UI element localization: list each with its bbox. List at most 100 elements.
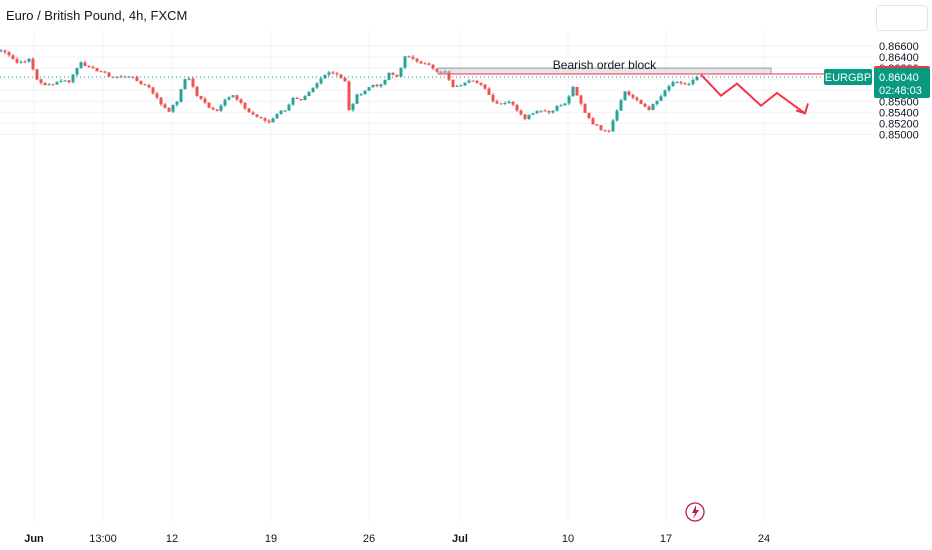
candle-body — [379, 84, 383, 87]
candle-body — [483, 84, 487, 89]
candle-body — [255, 114, 259, 117]
candle-body — [671, 82, 675, 87]
candle-body — [623, 91, 627, 101]
candle-body — [563, 103, 567, 106]
chart-options-button[interactable] — [876, 5, 928, 31]
candle-body — [611, 120, 615, 132]
candle-body — [491, 94, 495, 102]
candle-body — [187, 78, 191, 80]
candle-body — [123, 76, 127, 78]
candle-body — [223, 99, 227, 106]
candle-body — [455, 85, 459, 87]
candle-body — [431, 64, 435, 69]
candle-body — [43, 83, 47, 86]
candle-body — [239, 99, 243, 103]
candle-body — [567, 96, 571, 104]
candle-body — [23, 61, 27, 63]
candle-body — [291, 97, 295, 105]
candle-body — [679, 81, 683, 84]
candle-body — [7, 52, 11, 56]
candle-body — [179, 89, 183, 102]
candle-body — [3, 50, 7, 53]
candle-body — [203, 98, 207, 103]
candle-body — [107, 72, 111, 77]
candle-body — [83, 62, 87, 66]
candle-body — [11, 55, 15, 60]
annotations: Bearish order block — [0, 58, 872, 522]
candle-body — [327, 72, 331, 75]
candle-body — [347, 81, 351, 111]
candle-body — [639, 99, 643, 104]
order-block-label: Bearish order block — [553, 58, 657, 72]
candle-body — [583, 103, 587, 113]
candle-body — [411, 56, 415, 59]
y-tick-label: 0.85400 — [879, 107, 919, 119]
candle-body — [359, 94, 363, 96]
candle-body — [311, 87, 315, 93]
candle-body — [103, 71, 107, 73]
candle-body — [543, 110, 547, 112]
candle-body — [395, 74, 399, 77]
candle-body — [135, 77, 139, 82]
candle-body — [503, 103, 507, 105]
candle-body — [99, 71, 103, 73]
candle-body — [139, 81, 143, 85]
countdown-label: 02:48:03 — [879, 85, 922, 97]
candle-body — [283, 110, 287, 112]
candle-body — [591, 118, 595, 125]
x-tick-label: 26 — [363, 533, 375, 545]
candle-body — [487, 88, 491, 95]
candle-body — [71, 74, 75, 83]
candle-body — [167, 107, 171, 112]
candle-body — [535, 111, 539, 114]
candle-body — [371, 84, 375, 88]
candle-body — [271, 118, 275, 123]
candle-body — [295, 97, 299, 99]
candle-body — [527, 114, 531, 120]
candle-body — [299, 98, 303, 101]
candle-body — [443, 71, 447, 73]
candle-body — [599, 125, 603, 130]
candle-body — [631, 94, 635, 98]
candle-body — [155, 93, 159, 98]
candle-body — [423, 63, 427, 65]
candle-body — [251, 112, 255, 115]
candle-body — [427, 63, 431, 65]
candle-body — [627, 91, 631, 95]
candle-body — [547, 110, 551, 113]
candle-body — [51, 84, 55, 86]
candle-body — [339, 74, 343, 79]
candle-body — [559, 105, 563, 107]
candle-body — [507, 101, 511, 104]
candle-body — [523, 114, 527, 120]
candle-body — [683, 83, 687, 85]
candle-body — [75, 68, 79, 75]
projection-path — [700, 74, 806, 115]
candle-body — [115, 76, 119, 78]
candle-body — [459, 85, 463, 87]
candle-body — [143, 84, 147, 86]
candle-body — [199, 95, 203, 99]
candles — [0, 48, 699, 133]
candle-body — [375, 84, 379, 87]
candle-body — [471, 80, 475, 82]
candle-body — [647, 106, 651, 110]
y-tick-label: 0.86400 — [879, 52, 919, 64]
candle-body — [675, 81, 679, 83]
candle-body — [451, 79, 455, 87]
candle-body — [695, 76, 699, 81]
candle-body — [307, 92, 311, 97]
candle-body — [231, 95, 235, 98]
candle-body — [655, 100, 659, 105]
y-tick-label: 0.86600 — [879, 41, 919, 53]
candle-body — [391, 72, 395, 75]
candle-body — [579, 95, 583, 104]
candle-body — [447, 71, 451, 80]
candle-body — [235, 95, 239, 100]
x-tick-label: Jul — [452, 533, 468, 545]
candle-body — [319, 78, 323, 84]
y-tick-label: 0.85600 — [879, 96, 919, 108]
candle-body — [515, 104, 519, 111]
